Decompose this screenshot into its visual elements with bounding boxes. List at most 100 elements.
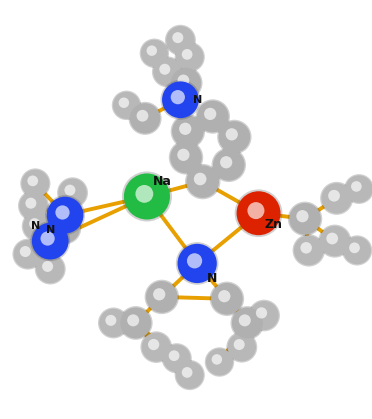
Point <box>239 344 245 350</box>
Point <box>177 96 183 103</box>
Point <box>175 94 181 101</box>
Point <box>197 176 203 182</box>
Point <box>217 359 222 365</box>
Point <box>221 293 227 300</box>
Point <box>153 344 159 350</box>
Point <box>25 251 31 258</box>
Point <box>200 178 206 185</box>
Point <box>183 80 189 86</box>
Point <box>242 317 248 324</box>
Point <box>256 210 262 217</box>
Point <box>31 202 36 209</box>
Point <box>259 310 264 316</box>
Point <box>67 187 73 194</box>
Point <box>149 47 155 54</box>
Point <box>22 248 28 255</box>
Point <box>224 295 230 302</box>
Point <box>151 50 157 57</box>
Point <box>159 294 165 300</box>
Point <box>302 215 308 222</box>
Point <box>47 238 53 244</box>
Point <box>164 69 170 75</box>
Text: Zn: Zn <box>264 218 282 231</box>
Point <box>332 238 338 244</box>
Text: N: N <box>207 272 217 285</box>
Point <box>156 291 162 297</box>
Point <box>45 235 51 242</box>
Point <box>353 183 359 190</box>
Point <box>153 344 159 350</box>
Point <box>332 238 338 244</box>
Point <box>70 189 76 196</box>
Point <box>62 212 68 218</box>
Point <box>133 320 139 326</box>
Point <box>32 180 38 187</box>
Point <box>244 320 250 326</box>
Point <box>34 223 40 230</box>
Point <box>151 341 157 348</box>
Point <box>47 266 53 272</box>
Point <box>47 266 53 272</box>
Point <box>194 260 200 267</box>
Point <box>192 258 198 264</box>
Point <box>133 320 139 326</box>
Point <box>31 202 36 209</box>
Point <box>108 317 114 324</box>
Point <box>354 247 360 254</box>
Point <box>141 191 147 197</box>
Point <box>239 344 245 350</box>
Point <box>356 186 362 192</box>
Point <box>299 213 305 220</box>
Point <box>177 96 183 103</box>
Point <box>180 77 186 84</box>
Point <box>185 128 191 135</box>
Point <box>142 115 148 122</box>
Point <box>331 192 337 199</box>
Point <box>124 102 129 109</box>
Point <box>171 352 177 359</box>
Point <box>180 151 186 158</box>
Point <box>329 235 335 242</box>
Point <box>28 200 34 207</box>
Point <box>130 317 136 324</box>
Point <box>164 69 170 75</box>
Point <box>229 131 235 138</box>
Point <box>306 247 312 254</box>
Point <box>110 320 116 326</box>
Point <box>236 341 242 348</box>
Point <box>47 238 53 244</box>
Point <box>187 372 193 378</box>
Point <box>244 320 250 326</box>
Point <box>302 215 308 222</box>
Point <box>174 355 180 362</box>
Point <box>261 312 267 319</box>
Point <box>32 220 38 227</box>
Point <box>303 244 309 251</box>
Point <box>217 359 222 365</box>
Point <box>183 154 189 161</box>
Text: N: N <box>193 95 202 105</box>
Point <box>207 111 213 117</box>
Point <box>121 99 127 106</box>
Point <box>62 225 68 231</box>
Point <box>32 180 38 187</box>
Text: Na: Na <box>153 175 171 188</box>
Point <box>34 223 40 230</box>
Point <box>352 244 357 251</box>
Point <box>261 312 267 319</box>
Point <box>231 134 237 140</box>
Point <box>177 37 183 44</box>
Point <box>184 51 190 58</box>
Point <box>184 369 190 376</box>
Point <box>30 178 36 184</box>
Point <box>253 207 259 214</box>
Point <box>60 209 65 216</box>
Point <box>226 161 232 168</box>
Point <box>144 193 150 200</box>
Point <box>214 356 220 363</box>
Point <box>162 66 168 72</box>
Point <box>124 102 129 109</box>
Point <box>210 113 216 120</box>
Point <box>187 54 193 60</box>
Point <box>231 134 237 140</box>
